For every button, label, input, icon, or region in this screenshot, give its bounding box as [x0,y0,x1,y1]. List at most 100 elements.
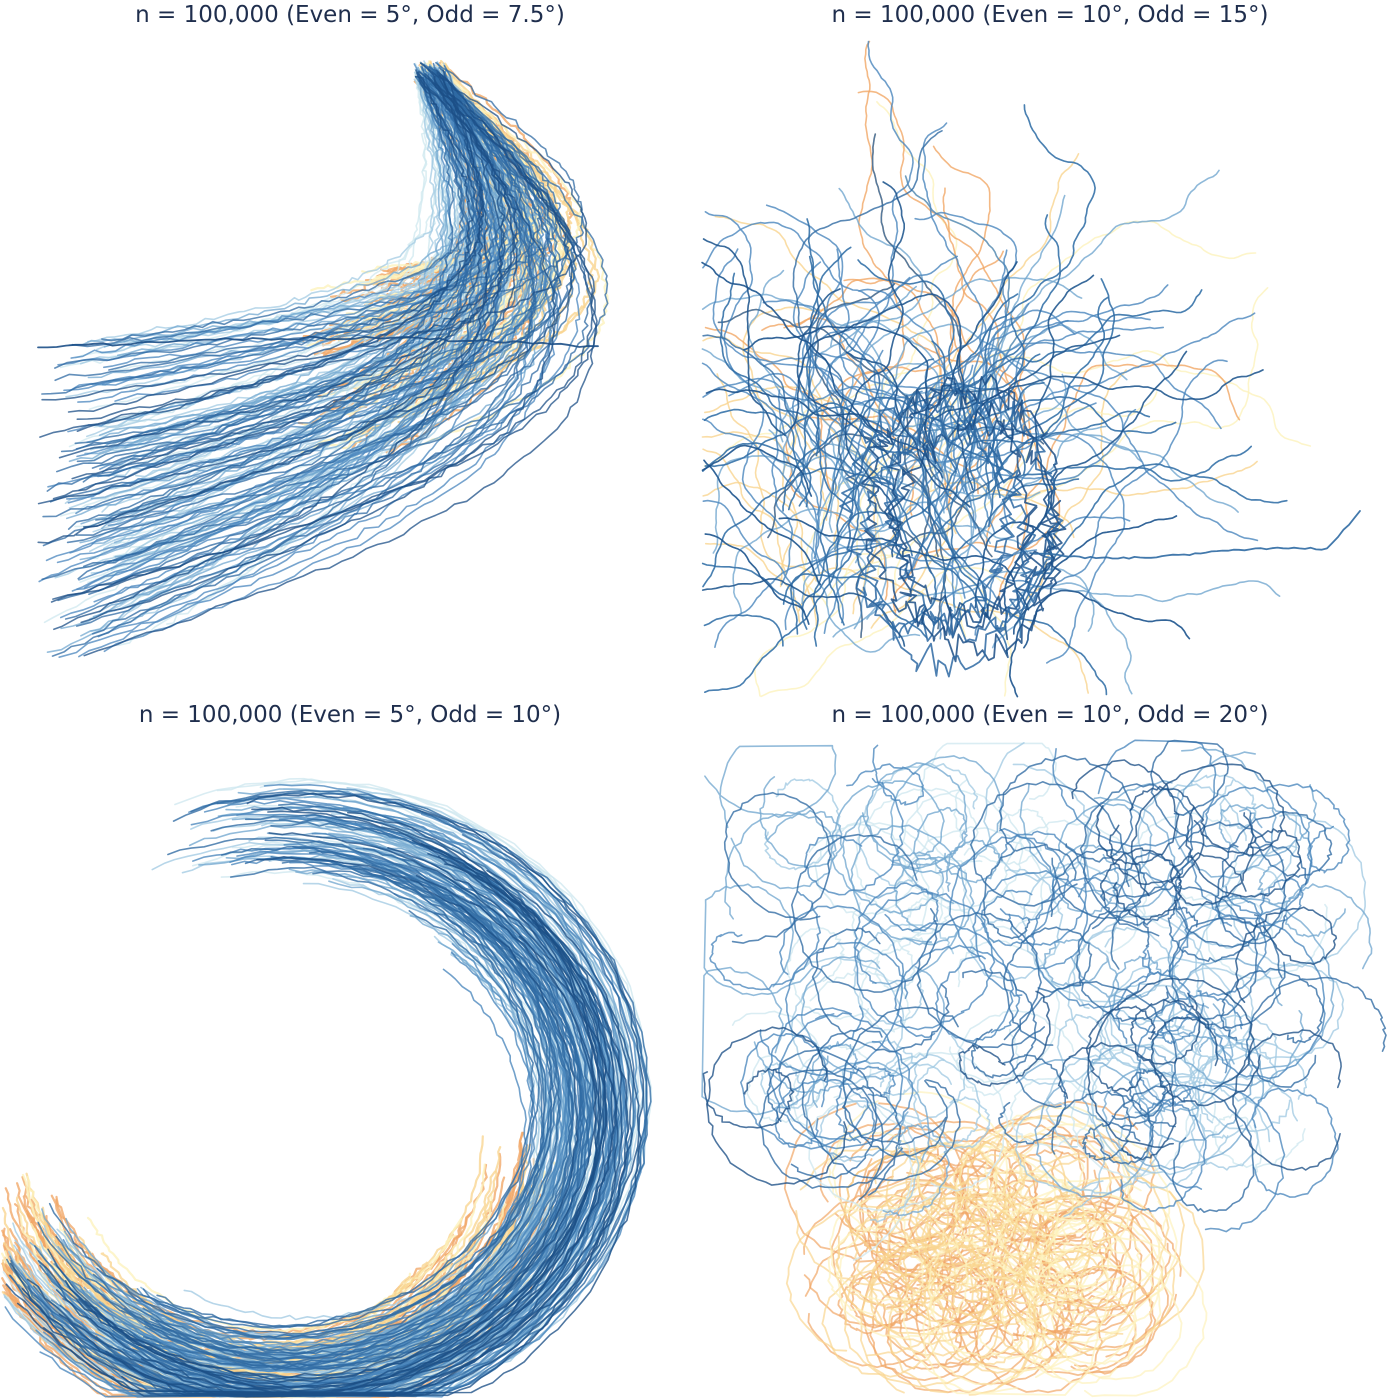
walk-line [47,874,600,1389]
walk-line [1190,1075,1298,1171]
walk-line [951,1168,1089,1291]
walk-line [76,80,577,463]
walk-line [982,843,1077,940]
walk-line [701,431,840,571]
walk-line [834,402,1097,551]
walk-line [903,104,1096,422]
walk-line [73,862,553,1357]
chart-plot-area [1,777,653,1399]
walk-line [884,1196,1029,1326]
walk-line [928,194,1066,452]
walk-line [900,789,1024,911]
walk-line [704,385,878,615]
walk-line [861,376,1038,639]
walk-line [1168,917,1286,1030]
chart-panel-2: n = 100,000 (Even = 10°, Odd = 15°) [700,0,1400,699]
walk-line [50,62,596,603]
walk-line [960,312,1256,493]
walk-line [1083,780,1176,910]
walk-line [1197,1043,1278,1124]
walk-line [1235,906,1338,1003]
walk-line [791,833,938,993]
walk-line [804,1239,949,1369]
walk-line [837,1275,902,1335]
walk-line [37,855,598,1378]
walk-line [965,1114,1133,1265]
walk-line [1167,897,1335,1070]
walk-line [747,269,793,475]
walk-line [1015,1056,1153,1198]
walk-line [74,62,569,445]
walk-line [1190,1038,1308,1139]
walk-line [1245,976,1387,1088]
walk-line [853,923,954,1025]
walk-line [969,781,1128,930]
walk-line [76,75,519,420]
walk-line [703,459,822,586]
walk-line [9,935,619,1397]
walk-line [55,853,615,1396]
walk-line [743,325,937,465]
walk-line [859,423,1037,678]
walk-line [1135,1003,1235,1113]
walk-line [998,754,1134,863]
walk-line [702,442,812,507]
walk-line [759,776,843,869]
walk-line [702,467,957,588]
walk-line [62,846,551,1340]
walk-line [929,1262,1037,1359]
walk-line [71,77,561,348]
walk-line [157,951,535,1346]
walk-line [1174,821,1288,948]
walk-line [942,478,1080,612]
walk-line [1023,589,1191,649]
walk-line [1011,1250,1113,1341]
walk-line [1191,854,1304,928]
walk-line [968,1214,1040,1281]
walk-line [779,187,924,443]
walk-line [714,542,966,648]
walk-line [922,122,987,502]
walk-line [1053,1194,1163,1295]
walk-line [826,40,914,427]
walk-line [766,1049,878,1181]
walk-line [52,69,484,500]
walk-line [1232,1029,1342,1171]
walk-line [709,891,821,991]
walk-line [819,250,1004,497]
walk-line [724,811,837,920]
walk-line [956,596,1108,696]
walk-line [845,351,971,508]
walk-line [790,293,974,490]
walk-line [844,1243,1002,1388]
walk-line [829,1193,946,1302]
walk-line [1050,848,1147,920]
walk-line [1220,967,1324,1044]
walk-line [1003,819,1147,954]
walk-line [1202,786,1313,917]
walk-line [782,410,1151,605]
walk-line [1009,980,1178,1120]
walk-line [779,411,800,588]
walk-line [1022,1284,1138,1384]
walk-line [885,1035,966,1122]
walk-line [842,815,944,915]
walk-line [151,847,582,1360]
walk-line [1019,1177,1178,1319]
walk-line [795,1147,949,1286]
walk-line [67,69,485,413]
walk-line [929,432,1239,609]
walk-line [887,410,1067,663]
walk-line [78,78,581,581]
walk-line [763,778,841,871]
walk-line [853,882,939,984]
walk-line [1037,1267,1157,1375]
walk-line [918,261,1018,445]
walk-line [1013,515,1178,635]
walk-line [804,1060,931,1163]
chart-plot-area [37,60,609,658]
walk-line [1000,830,1087,946]
walk-line [702,481,818,627]
walk-line [58,842,623,1397]
walk-line [784,941,909,1050]
